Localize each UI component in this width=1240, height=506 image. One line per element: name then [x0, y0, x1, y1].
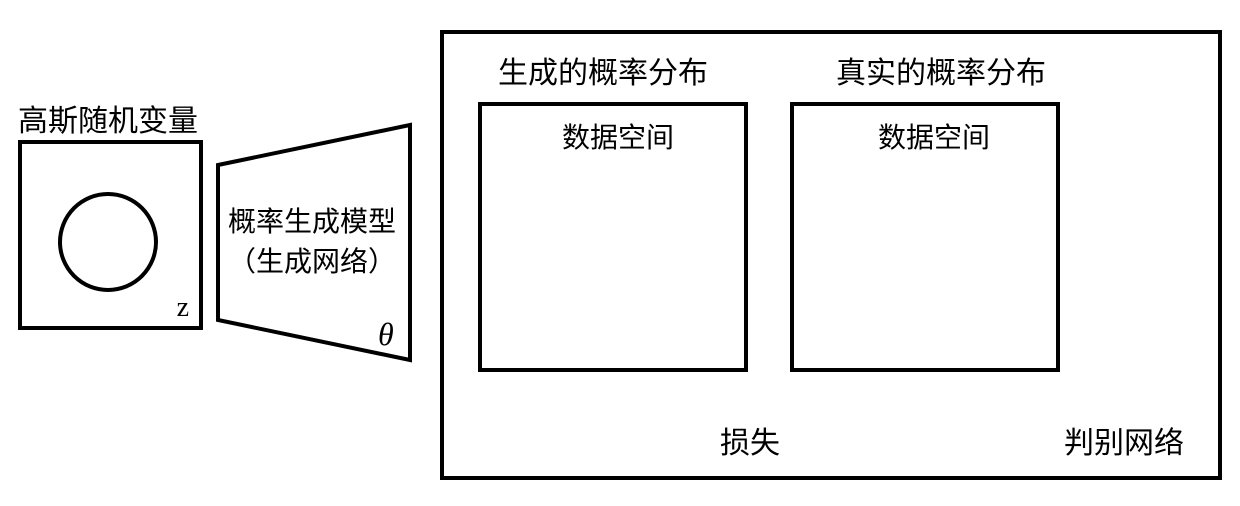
diagram-canvas: 高斯随机变量 z 概率生成模型 （生成网络） θ 生成的概率分布 真实的概率分布… [0, 0, 1240, 506]
discriminator-label: 判别网络 [1064, 418, 1184, 462]
data-space-2-label: 数据空间 [878, 116, 990, 156]
real-dist-label: 真实的概率分布 [836, 48, 1046, 92]
loss-label: 损失 [720, 418, 780, 462]
z-label: z [177, 292, 189, 324]
gaussian-var-label: 高斯随机变量 [18, 96, 198, 140]
input-box: z [18, 140, 203, 330]
theta-label: θ [378, 316, 394, 353]
generator-line2: （生成网络） [228, 240, 396, 280]
generated-dist-label: 生成的概率分布 [498, 48, 708, 92]
generator-line1: 概率生成模型 [228, 200, 396, 240]
data-space-1-label: 数据空间 [562, 116, 674, 156]
